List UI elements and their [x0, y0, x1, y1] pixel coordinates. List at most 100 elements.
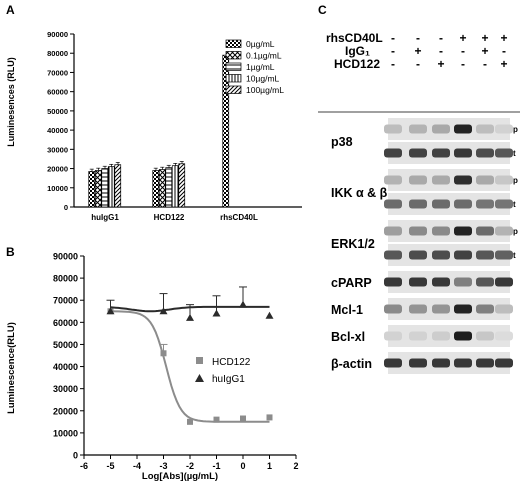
panel-c-condition-sign: - [483, 57, 487, 71]
panel-b-y-tick-label: 20000 [53, 406, 78, 416]
panel-label-b: B [6, 245, 15, 259]
panel-b-x-tick-label: -6 [80, 461, 88, 471]
panel-c-blot-label: Mcl-1 [331, 303, 363, 317]
panel-b-legend-marker [196, 357, 203, 364]
panel-c-band [432, 277, 450, 287]
panel-c-band [476, 304, 494, 314]
panel-c-blot-strip [384, 298, 513, 320]
panel-c-band [384, 331, 402, 341]
panel-a-legend-label: 100µg/mL [246, 85, 284, 95]
panel-c-blot-strip [384, 244, 513, 266]
panel-a-y-tick-label: 80000 [47, 49, 68, 58]
panel-c-band [476, 277, 494, 287]
panel-c-band [432, 250, 450, 260]
panel-c-blot-label: cPARP [331, 276, 372, 290]
panel-b-x-tick-label: -1 [212, 461, 220, 471]
panel-b-legend-label: huIgG1 [212, 374, 245, 385]
panel-c-band [454, 358, 472, 368]
panel-c-band [409, 331, 427, 341]
panel-c-condition-sign: + [414, 44, 421, 58]
panel-c-band [432, 358, 450, 368]
panel-c-band [476, 199, 494, 209]
panel-c-blot-strip [384, 118, 513, 140]
panel-c-band [476, 250, 494, 260]
panel-a-legend-swatch [225, 74, 242, 83]
panel-c-blot-label: ERK1/2 [331, 237, 375, 251]
panel-c-band [495, 250, 513, 260]
panel-c-row-tag: t [513, 200, 516, 209]
panel-c-band [476, 175, 494, 185]
panel-b-legend-label: HCD122 [212, 357, 251, 368]
panel-c-band [476, 124, 494, 134]
panel-c-band [409, 124, 427, 134]
panel-c-band [454, 331, 472, 341]
panel-a-y-tick-label: 60000 [47, 88, 68, 97]
panel-b-point-square [213, 416, 220, 423]
panel-c-condition-sign: - [391, 31, 395, 45]
panel-b-y-tick-label: 70000 [53, 296, 78, 306]
panel-c-condition-label: IgG₁ [345, 44, 370, 58]
panel-c-condition-sign: - [439, 44, 443, 58]
panel-c-band [384, 277, 402, 287]
panel-c-band [409, 226, 427, 236]
panel-c-blot-label: p38 [331, 135, 353, 149]
panel-b-x-tick-label: -4 [133, 461, 141, 471]
panel-b-legend-marker [195, 374, 204, 382]
panel-c-blot-label: Bcl-xl [331, 330, 365, 344]
panel-a-category-label: rhsCD40L [220, 213, 258, 222]
panel-c-band [476, 358, 494, 368]
panel-a-category-label: HCD122 [154, 213, 185, 222]
panel-b-x-tick-label: 2 [293, 461, 298, 471]
panel-c-band [384, 304, 402, 314]
panel-c-band [384, 175, 402, 185]
panel-b-x-tick-label: 1 [267, 461, 272, 471]
panel-c-condition-sign: - [461, 44, 465, 58]
panel-c-band [432, 226, 450, 236]
panel-a-bar [114, 164, 122, 208]
panel-c-row-tag: p [513, 176, 518, 185]
panel-a-y-tick-label: 30000 [47, 145, 68, 154]
panel-b-x-tick-label: 0 [240, 461, 245, 471]
panel-a-y-tick-label: 20000 [47, 165, 68, 174]
panel-c-row-tag: p [513, 227, 518, 236]
panel-label-c: C [318, 3, 327, 17]
panel-c-condition-label: rhsCD40L [326, 31, 383, 45]
panel-a-bar [171, 165, 179, 208]
panel-b-x-tick-label: -3 [159, 461, 167, 471]
panel-b-point-square [266, 414, 273, 421]
panel-c-band [432, 304, 450, 314]
panel-c-condition-sign: + [437, 57, 444, 71]
panel-c-band [432, 331, 450, 341]
panel-c-row-tag: t [513, 251, 516, 260]
panel-c-condition-label: HCD122 [334, 57, 380, 71]
panel-a-legend-swatch [225, 39, 242, 48]
panel-b-point-triangle [159, 307, 168, 315]
panel-a-legend-label: 0.1µg/mL [246, 51, 282, 61]
panel-c-band [454, 199, 472, 209]
panel-c-band [409, 148, 427, 158]
panel-a-legend-swatch [225, 85, 242, 94]
panel-a-y-tick-label: 90000 [47, 30, 68, 39]
panel-a-y-tick-label: 50000 [47, 107, 68, 116]
panel-c-band [495, 226, 513, 236]
panel-a-bar [165, 167, 173, 208]
panel-b-y-tick-label: 0 [73, 451, 78, 461]
panel-a-bar [94, 170, 102, 208]
panel-c-blot-strip [384, 193, 513, 215]
panel-c-condition-sign: + [500, 31, 507, 45]
panel-c-band [454, 304, 472, 314]
panel-c-blot-strip [384, 352, 513, 374]
panel-c-row-tag: t [513, 149, 516, 158]
panel-c-band [409, 358, 427, 368]
panel-a-legend-swatch [225, 62, 242, 71]
panel-c-blot-label: β-actin [331, 357, 372, 371]
panel-c-band [454, 124, 472, 134]
panel-c-band [476, 148, 494, 158]
panel-c-condition-sign: - [391, 57, 395, 71]
panel-c-band [476, 226, 494, 236]
panel-a-legend-label: 1µg/mL [246, 62, 275, 72]
panel-b-point-triangle [186, 313, 194, 321]
panel-c-condition-sign: - [439, 31, 443, 45]
panel-a-legend-label: 10µg/mL [246, 74, 280, 84]
